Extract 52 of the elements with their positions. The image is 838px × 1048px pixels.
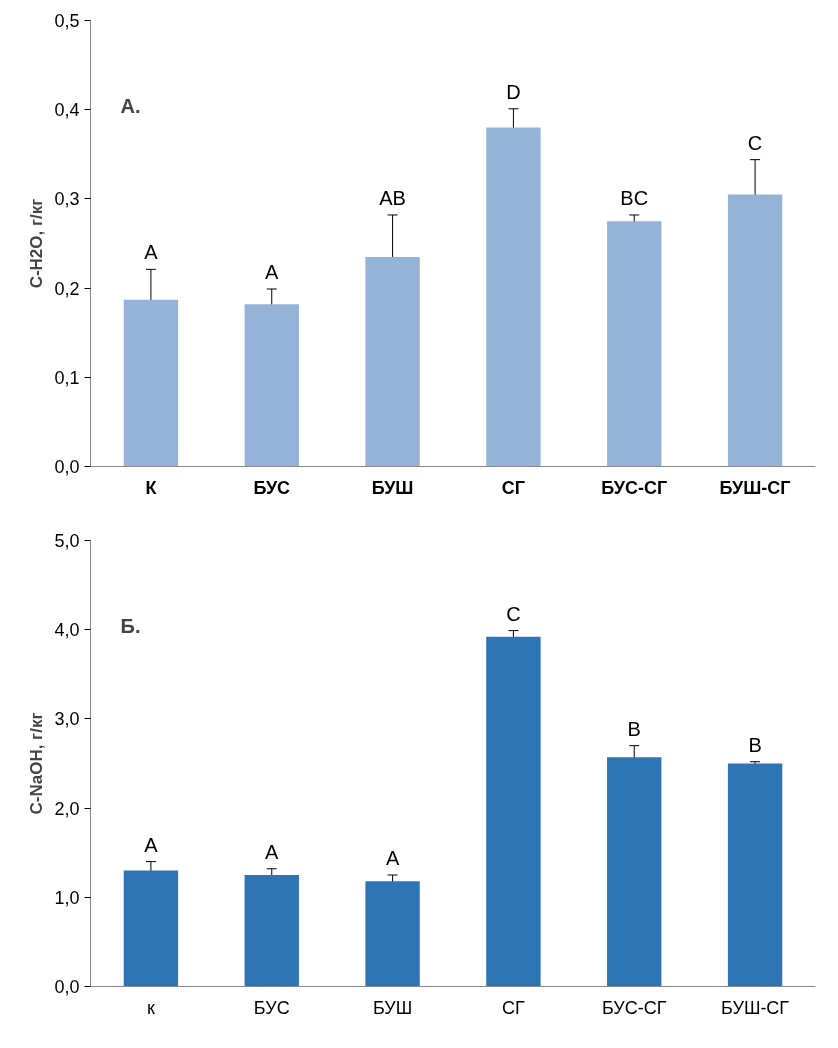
y-tick-label: 0,0 bbox=[54, 977, 80, 997]
y-tick-label: 1,0 bbox=[54, 887, 80, 908]
y-tick-label: 0,1 bbox=[54, 367, 80, 388]
bar bbox=[244, 875, 299, 987]
y-tick-label: 0,3 bbox=[54, 189, 80, 210]
bar bbox=[607, 757, 662, 987]
x-tick-label: к bbox=[146, 997, 155, 1018]
y-tick-label: 5,0 bbox=[54, 531, 80, 551]
x-tick-label: СГ bbox=[501, 477, 526, 498]
x-tick-label: БУШ bbox=[371, 477, 414, 498]
y-tick-label: 0,4 bbox=[54, 100, 80, 121]
text: А. bbox=[120, 94, 141, 117]
y-tick-label: 3,0 bbox=[54, 709, 80, 730]
annotation: A bbox=[385, 847, 400, 869]
bar bbox=[486, 636, 541, 987]
annotation: D bbox=[506, 80, 521, 103]
annotation: C bbox=[747, 131, 763, 154]
x-tick-label: К bbox=[145, 477, 158, 498]
bar bbox=[607, 221, 662, 467]
y-tick-label: 0,5 bbox=[54, 11, 80, 31]
bar bbox=[123, 299, 179, 467]
y-tick-label: 4,0 bbox=[54, 620, 80, 641]
annotation: A bbox=[265, 840, 280, 863]
x-tick-label: БУШ-СГ bbox=[719, 477, 791, 498]
bar bbox=[486, 127, 541, 467]
x-tick-label: СГ bbox=[502, 997, 526, 1018]
annotation: A bbox=[265, 260, 280, 283]
y-axis-title: C-H2O, г/кг bbox=[27, 198, 47, 289]
y-tick-label: 2,0 bbox=[54, 798, 80, 819]
annotation: A bbox=[144, 241, 159, 264]
x-tick-label: БУС-СГ bbox=[601, 997, 667, 1018]
x-tick-label: БУС bbox=[253, 477, 291, 498]
bar bbox=[365, 881, 420, 987]
bar bbox=[365, 256, 420, 467]
bar bbox=[727, 194, 783, 467]
bar bbox=[727, 763, 783, 987]
x-tick-label: БУС-СГ bbox=[601, 477, 668, 498]
x-tick-label: БУШ-СГ bbox=[721, 997, 790, 1018]
x-tick-label: БУС bbox=[253, 997, 290, 1018]
x-tick-label: БУШ bbox=[372, 997, 413, 1018]
annotation: A bbox=[144, 833, 159, 856]
annotation: AB bbox=[379, 186, 406, 209]
bar bbox=[244, 304, 299, 467]
annotation: B bbox=[748, 733, 762, 756]
annotation: B bbox=[627, 717, 641, 740]
y-tick-label: 0,0 bbox=[54, 457, 80, 477]
annotation: C bbox=[506, 602, 521, 625]
text: Б. bbox=[120, 614, 141, 637]
bar bbox=[123, 870, 179, 987]
annotation: BC bbox=[620, 186, 649, 209]
y-tick-label: 0,2 bbox=[54, 278, 80, 299]
y-axis-title: C-NaOH, г/кг bbox=[27, 712, 47, 815]
